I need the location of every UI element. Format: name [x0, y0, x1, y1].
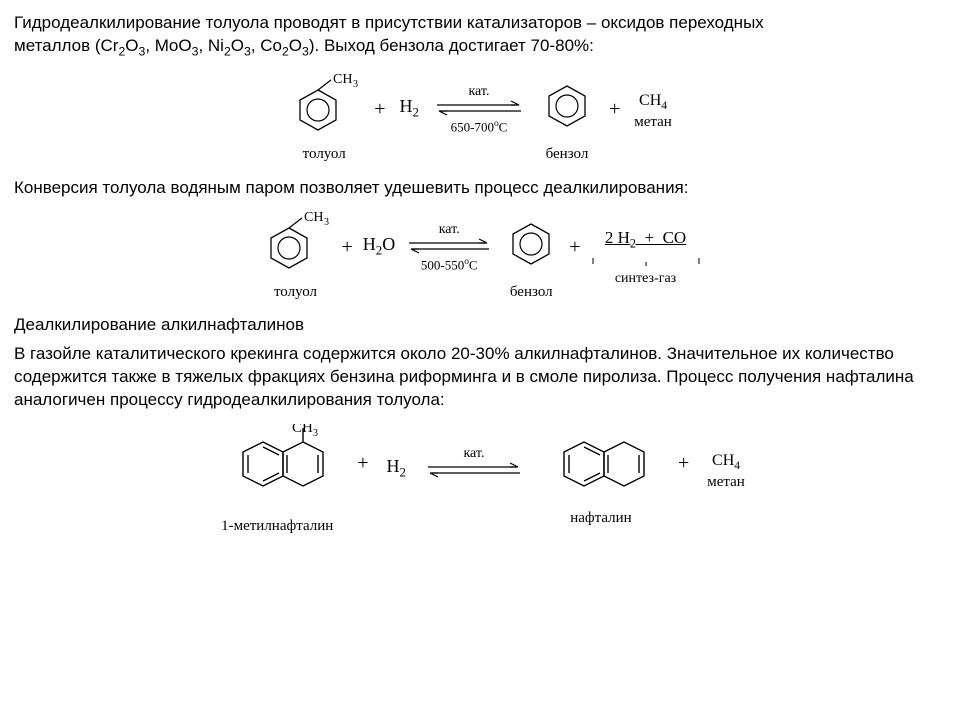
toluene-label: толуол [288, 146, 360, 163]
steam-conversion-paragraph: Конверсия толуола водяным паром позволяе… [14, 177, 946, 200]
h2o-reagent: H2O [363, 210, 395, 259]
methylnaphthalene-structure: CH 3 1-метилнафталин [215, 424, 339, 535]
svg-text:CH: CH [304, 210, 323, 225]
equilibrium-arrow-3: кат. [424, 424, 524, 483]
benzene-label-2: бензол [503, 284, 559, 301]
methane-product-2: CH4 метан [707, 424, 745, 491]
naphthalene-label: нафталин [542, 510, 660, 527]
plus-icon: + [609, 72, 620, 121]
methane-label-2: метан [707, 474, 745, 491]
p1-b: металлов (Cr [14, 36, 118, 55]
plus-icon: + [341, 210, 352, 259]
syngas-product: 2 H2 + CO синтез-газ [591, 210, 701, 287]
plus-icon: + [374, 72, 385, 121]
h2-reagent-2: H2 [386, 424, 405, 481]
arrow-cat-label-2: кат. [405, 222, 493, 238]
toluene-structure-2: CH 3 толуол [259, 210, 331, 301]
arrow-temp-label: 650-700oС [433, 119, 525, 135]
methylnaphthalene-label: 1-метилнафталин [215, 518, 339, 535]
reaction-1: CH 3 толуол + H2 кат. 650-700oС бензол +… [14, 72, 946, 163]
arrow-cat-label-3: кат. [424, 446, 524, 462]
svg-text:3: 3 [313, 428, 318, 439]
benzene-label: бензол [539, 146, 595, 163]
plus-icon: + [678, 424, 689, 475]
methane-label: метан [634, 114, 672, 131]
reaction-3: CH 3 1-метилнафталин + H2 кат. [14, 424, 946, 535]
svg-text:3: 3 [324, 217, 329, 228]
p1-line1: Гидродеалкилирование толуола проводят в … [14, 13, 764, 32]
svg-text:3: 3 [353, 79, 358, 90]
methane-product: CH4 метан [634, 72, 672, 131]
alkylnaphthalene-paragraph: В газойле каталитического крекинга содер… [14, 343, 946, 412]
alkylnaphthalene-heading: Деалкилирование алкилнафталинов [14, 315, 946, 335]
arrow-cat-label: кат. [433, 84, 525, 100]
equilibrium-arrow-2: кат. 500-550oС [405, 210, 493, 273]
svg-text:CH: CH [292, 424, 313, 436]
equilibrium-arrow: кат. 650-700oС [433, 72, 525, 135]
plus-icon: + [357, 424, 368, 475]
svg-text:CH: CH [333, 72, 352, 87]
toluene-structure: CH 3 толуол [288, 72, 360, 163]
toluene-label-2: толуол [259, 284, 331, 301]
plus-icon: + [569, 210, 580, 259]
naphthalene-structure: нафталин [542, 424, 660, 527]
intro-paragraph: Гидродеалкилирование толуола проводят в … [14, 12, 946, 60]
benzene-structure: бензол [539, 72, 595, 163]
reaction-2: CH 3 толуол + H2O кат. 500-550oС бензол … [14, 210, 946, 301]
benzene-structure-2: бензол [503, 210, 559, 301]
h2-reagent: H2 [399, 72, 418, 121]
arrow-temp-label-2: 500-550oС [405, 257, 493, 273]
syngas-label: синтез-газ [591, 271, 701, 287]
